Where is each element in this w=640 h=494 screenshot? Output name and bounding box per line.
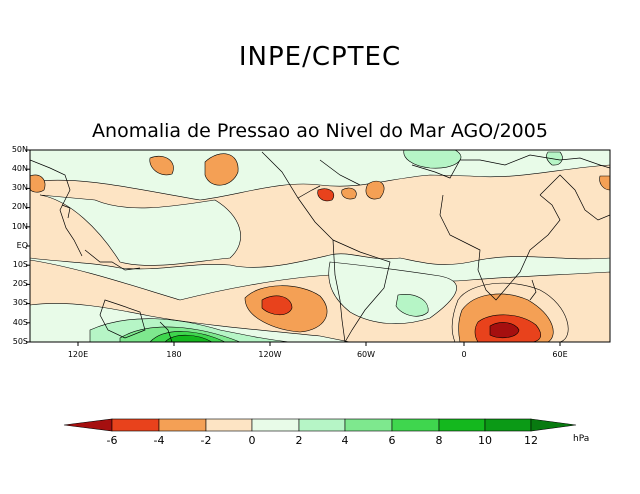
colorbar-bin-2-4 <box>298 418 346 432</box>
colorbar-arrow-low <box>63 418 113 432</box>
lat-label-20n: 20N <box>11 202 28 211</box>
colorbar-label: 10 <box>478 434 492 447</box>
colorbar-arrow-high <box>530 418 577 432</box>
lon-label-60w: 60W <box>356 350 376 359</box>
lon-ticks <box>77 342 561 346</box>
lat-label-40n: 40N <box>11 164 28 173</box>
colorbar-bin-m2-0 <box>205 418 253 432</box>
positive-region-pacific <box>39 194 241 266</box>
coastlines <box>30 151 610 342</box>
colorbar-unit: hPa <box>573 434 590 444</box>
colorbar-label: 6 <box>388 434 396 447</box>
colorbar-label: -4 <box>153 434 165 447</box>
colorbar-bin-10-12 <box>484 418 532 432</box>
lat-label-40s: 40S <box>12 318 28 327</box>
anomaly-field <box>30 150 610 342</box>
colorbar-bin-8-10 <box>438 418 486 432</box>
colorbar-bin-0-2 <box>251 418 300 432</box>
colorbar-label: 4 <box>341 434 349 447</box>
negative-patch-gulf <box>317 188 335 202</box>
lat-label-10s: 10S <box>12 260 28 269</box>
positive-patch-north-atlantic <box>403 150 462 169</box>
negative-patch-north-pacific <box>204 153 239 186</box>
lon-label-120w: 120W <box>258 350 282 359</box>
positive-patch-arabia <box>546 151 563 166</box>
organization-title: INPE/CPTEC <box>238 42 402 72</box>
lat-label-10n: 10N <box>11 222 28 231</box>
negative-patch-south-africa-core <box>489 322 520 339</box>
lon-label-60e: 60E <box>552 350 568 359</box>
positive-patch-south-atlantic <box>395 294 429 317</box>
negative-patch-south-pacific-4to6 <box>261 295 293 316</box>
lat-label-50n: 50N <box>11 145 28 154</box>
colorbar-bin-6-8 <box>391 418 440 432</box>
negative-patch-europe <box>599 175 610 191</box>
colorbar-label: 8 <box>435 434 443 447</box>
colorbar-bin-4-6 <box>344 418 393 432</box>
colorbar-label: 2 <box>295 434 303 447</box>
lon-label-180: 180 <box>166 350 182 359</box>
lon-label-120e: 120E <box>67 350 89 359</box>
colorbar <box>63 418 577 432</box>
negative-patch-atlantic-1 <box>341 187 357 200</box>
colorbar-label: -2 <box>200 434 212 447</box>
lat-ticks <box>26 149 30 343</box>
lon-label-0: 0 <box>461 350 467 359</box>
colorbar-label: -6 <box>106 434 118 447</box>
map-title: Anomalia de Pressao ao Nivel do Mar AGO/… <box>92 120 548 142</box>
colorbar-bin-m4-m2 <box>158 418 207 432</box>
lat-label-50s: 50S <box>12 337 28 346</box>
lat-label-eq: EQ <box>16 241 28 250</box>
lat-label-30s: 30S <box>12 298 28 307</box>
negative-patch-west-pacific <box>30 174 46 193</box>
colorbar-label: 12 <box>524 434 538 447</box>
negative-patch-central-pacific <box>149 155 174 176</box>
colorbar-bin-m6-m4 <box>111 418 160 432</box>
lat-label-20s: 20S <box>12 279 28 288</box>
colorbar-label: 0 <box>248 434 256 447</box>
lat-label-30n: 30N <box>11 183 28 192</box>
negative-patch-atlantic-2 <box>365 180 385 200</box>
